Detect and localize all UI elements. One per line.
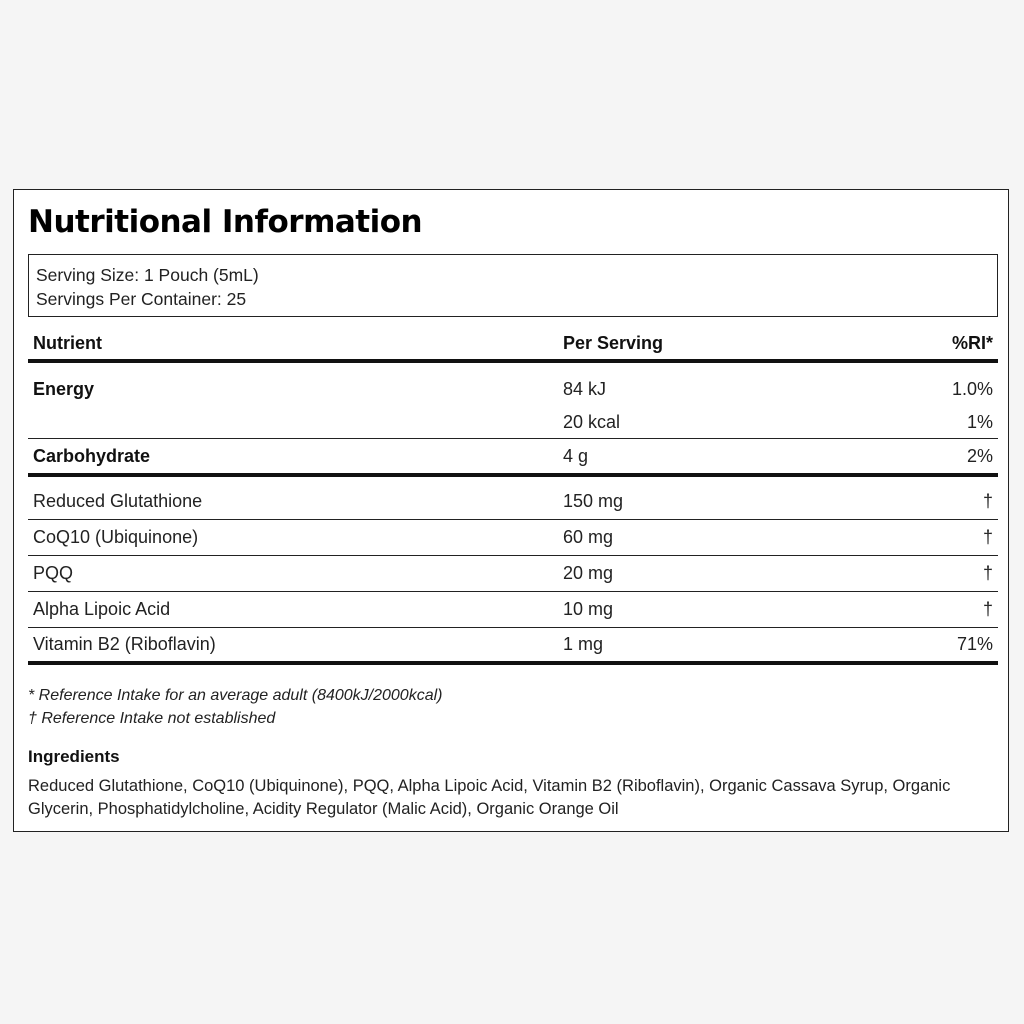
per-serving-value: 10 mg (563, 599, 614, 619)
per-serving-value: 4 g (563, 445, 589, 466)
per-serving-value: 84 kJ (563, 378, 607, 399)
header-nutrient: Nutrient (33, 332, 102, 353)
page-title: Nutritional Information (28, 204, 423, 240)
per-serving-value: 20 mg (563, 563, 614, 583)
nutrient-name: Energy (33, 378, 95, 399)
header-per-serving: Per Serving (563, 332, 664, 353)
table-row-carbohydrate: Carbohydrate 4 g 2% (28, 439, 998, 477)
nutrient-name: Vitamin B2 (Riboflavin) (33, 634, 216, 654)
ri-value: † (982, 490, 993, 511)
nutrition-panel: Nutritional Information Serving Size: 1 … (13, 189, 1009, 832)
ri-value: † (982, 599, 993, 619)
ri-value: 1% (966, 412, 993, 432)
per-serving-value: 150 mg (563, 490, 624, 511)
nutrient-name: Reduced Glutathione (33, 490, 203, 511)
ri-value: 2% (966, 445, 993, 466)
table-row-energy: Energy 84 kJ 1.0% (28, 363, 998, 407)
table-row: PQQ 20 mg † (28, 556, 998, 592)
per-serving-value: 60 mg (563, 527, 614, 547)
serving-info-box: Serving Size: 1 Pouch (5mL) Servings Per… (28, 254, 998, 317)
header-ri: %RI* (951, 332, 993, 353)
table-header-row: Nutrient Per Serving %RI* (28, 327, 998, 363)
nutrient-name: PQQ (33, 563, 74, 583)
nutrient-name: Alpha Lipoic Acid (33, 599, 171, 619)
ingredients-text: Reduced Glutathione, CoQ10 (Ubiquinone),… (28, 777, 951, 818)
footnotes: * Reference Intake for an average adult … (28, 684, 442, 730)
serving-size: Serving Size: 1 Pouch (5mL) (36, 265, 259, 285)
ingredients-heading: Ingredients (28, 747, 120, 766)
table-row: CoQ10 (Ubiquinone) 60 mg † (28, 520, 998, 556)
nutrient-name: CoQ10 (Ubiquinone) (33, 527, 199, 547)
table-row: Vitamin B2 (Riboflavin) 1 mg 71% (28, 628, 998, 665)
ri-value: 71% (956, 634, 993, 654)
footnote-reference-intake: * Reference Intake for an average adult … (28, 687, 443, 704)
servings-per-container: Servings Per Container: 25 (36, 289, 247, 309)
nutrient-name: Carbohydrate (33, 445, 151, 466)
table-row-energy-kcal: 20 kcal 1% (28, 407, 998, 439)
nutrition-table: Nutrient Per Serving %RI* Energy 84 kJ 1… (28, 327, 998, 665)
ri-value: 1.0% (951, 378, 993, 399)
ri-value: † (982, 527, 993, 547)
footnote-not-established: † Reference Intake not established (28, 710, 276, 727)
table-row: Alpha Lipoic Acid 10 mg † (28, 592, 998, 628)
ri-value: † (982, 563, 993, 583)
per-serving-value: 20 kcal (563, 412, 621, 432)
table-row: Reduced Glutathione 150 mg † (28, 477, 998, 520)
per-serving-value: 1 mg (563, 634, 604, 654)
